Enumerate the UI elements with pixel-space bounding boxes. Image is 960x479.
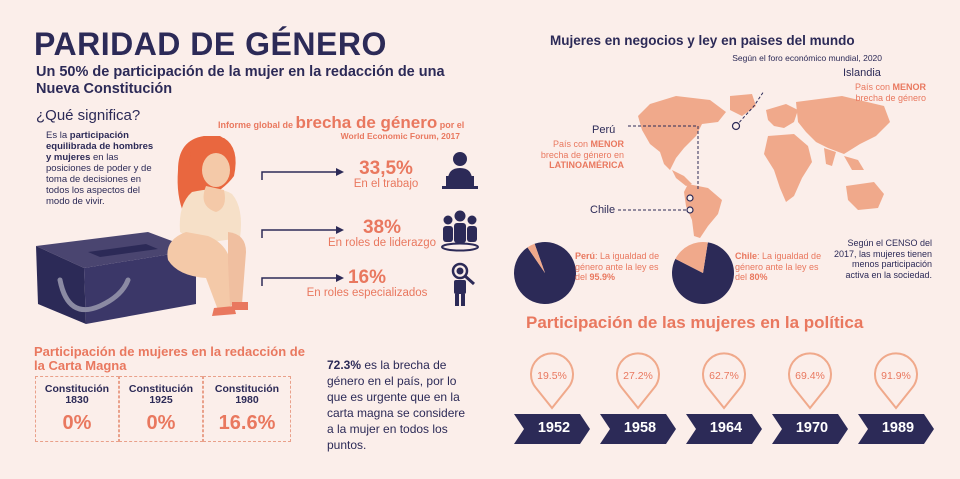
definition-question: ¿Qué significa?	[36, 107, 141, 124]
woman-ballot-box-illustration	[36, 136, 248, 324]
report-source: World Economic Forum, 2017	[340, 131, 460, 141]
definition-text-bold: participación equilibrada de hombres y m…	[46, 130, 154, 163]
definition-text-post: en las posiciones de poder y de toma de …	[46, 152, 152, 207]
politics-year-1958: 1958	[623, 420, 657, 436]
constitution-1830-label: Constitución 1830	[44, 383, 110, 406]
politics-pct-1989: 91.9%	[881, 370, 911, 382]
world-title: Mujeres en negocios y ley en paises del …	[550, 33, 855, 48]
carta-title: Participación de mujeres en la redacción…	[34, 344, 305, 373]
stat-arrow-2	[261, 229, 336, 238]
politics-year-badge-1970	[772, 414, 848, 444]
definition-text-pre: Es la	[46, 130, 70, 141]
peru-note-bold1: MENOR	[590, 139, 625, 149]
politics-year-badge-1952	[514, 414, 590, 444]
specialist-magnifier-icon	[451, 262, 475, 306]
page-title: PARIDAD DE GÉNERO	[34, 26, 387, 62]
stat-specialized: 16% En roles especializados	[292, 267, 442, 299]
constitution-1925-value: 0%	[146, 412, 176, 434]
definition-text: Es la participación equilibrada de hombr…	[46, 130, 156, 207]
chile-pie-text: Chile: La igualdad de género ante la ley…	[735, 251, 825, 283]
politics-year-badge-1989	[858, 414, 934, 444]
chile-pie-value: 80%	[749, 272, 768, 282]
constitution-1830-value: 0%	[62, 412, 92, 434]
politics-year-badge-1958	[600, 414, 676, 444]
politics-pin-1952	[530, 352, 574, 410]
peru-pie-desc: : La igualdad de género ante la ley es d…	[575, 251, 660, 282]
politics-pin-1989	[874, 352, 918, 410]
report-suffix: por el	[437, 120, 465, 130]
politics-year-badge-1964	[686, 414, 762, 444]
politics-pct-1964: 62.7%	[709, 370, 739, 382]
peru-note: País con MENOR brecha de género en LATIN…	[538, 139, 624, 171]
constitution-1980: Constitución 1980 16.6%	[203, 376, 291, 442]
stat-work-value: 33,5%	[359, 158, 413, 179]
chile-pie	[672, 242, 734, 304]
peru-pie-gap	[527, 243, 545, 273]
report-highlight: brecha de género	[295, 113, 438, 132]
politics-pct-1970: 69.4%	[795, 370, 825, 382]
stat-leadership: 38% En roles de liderazgo	[312, 217, 452, 249]
peru-pie-text: Perú: La igualdad de género ante la ley …	[575, 251, 665, 283]
stat-leadership-value: 38%	[362, 217, 402, 238]
stat-arrow-1	[261, 171, 336, 180]
iceland-note-pre: País con	[854, 82, 893, 92]
iceland-note-post: brecha de género	[855, 92, 926, 103]
world-source: Según el foro económico mundial, 2020	[732, 53, 882, 63]
stat-arrow-3	[261, 277, 336, 286]
iceland-note-bold: MENOR	[892, 82, 927, 92]
chile-pie-slice	[672, 242, 734, 304]
politics-pct-1952: 19.5%	[537, 370, 567, 382]
chile-pie-gap	[675, 242, 708, 273]
iceland-label: Islandia	[843, 67, 881, 79]
iceland-note: País con MENOR brecha de género	[832, 82, 926, 103]
constitution-1980-label: Constitución 1980	[214, 383, 280, 406]
constitution-1830: Constitución 1830 0%	[35, 376, 119, 442]
brecha-value: 72.3%	[327, 358, 362, 372]
politics-year-1970: 1970	[795, 420, 829, 436]
stat-work-label: En el trabajo	[353, 178, 419, 190]
politics-title: Participación de las mujeres en la polít…	[526, 313, 864, 332]
chile-pie-desc: : La igualdad de género ante la ley es d…	[735, 251, 822, 282]
politics-pin-1970	[788, 352, 832, 410]
constitution-1925: Constitución 1925 0%	[119, 376, 203, 442]
brecha-text: es la brecha de género en el país, por l…	[327, 358, 466, 452]
constitution-1925-label: Constitución 1925	[128, 383, 194, 406]
group-leadership-icon	[441, 210, 479, 252]
stat-specialized-label: En roles especializados	[306, 287, 428, 299]
politics-year-1989: 1989	[881, 420, 915, 436]
brecha-paragraph: 72.3% es la brecha de género en el país,…	[327, 357, 467, 453]
peru-pie-country: Perú	[575, 251, 596, 261]
report-prefix: Informe global de	[218, 120, 296, 130]
politics-year-1964: 1964	[709, 420, 743, 436]
peru-note-bold2: LATINOAMÉRICA	[549, 160, 624, 170]
politics-pct-1958: 27.2%	[623, 370, 653, 382]
world-map	[618, 92, 890, 238]
worker-at-laptop-icon	[442, 152, 478, 189]
chile-label: Chile	[590, 204, 616, 216]
constitution-1980-value: 16.6%	[218, 412, 276, 434]
page-subtitle: Un 50% de participación de la mujer en l…	[36, 64, 445, 97]
stat-arrows	[261, 168, 344, 286]
peru-note-mid: brecha de género en	[540, 149, 624, 160]
peru-pie	[514, 242, 576, 304]
politics-year-1952: 1952	[537, 420, 571, 436]
stat-specialized-value: 16%	[347, 267, 387, 288]
chile-pie-country: Chile	[735, 251, 758, 261]
stat-leadership-label: En roles de liderazgo	[327, 237, 437, 249]
report-heading: Informe global de brecha de género por e…	[218, 113, 480, 141]
stat-work: 33,5% En el trabajo	[346, 158, 426, 190]
politics-pin-1964	[702, 352, 746, 410]
politics-pin-1958	[616, 352, 660, 410]
censo-note: Según el CENSO del 2017, las mujeres tie…	[833, 238, 932, 280]
peru-note-pre: País con	[552, 139, 591, 149]
peru-pie-value: 95.9%	[589, 272, 616, 282]
peru-label: Perú	[592, 124, 616, 136]
